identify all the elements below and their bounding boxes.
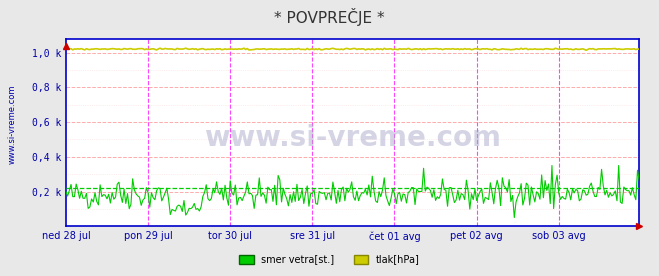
Text: * POVPREČJE *: * POVPREČJE * [274, 8, 385, 26]
Text: www.si-vreme.com: www.si-vreme.com [8, 84, 17, 164]
Text: www.si-vreme.com: www.si-vreme.com [204, 124, 501, 152]
Legend: smer vetra[st.], tlak[hPa]: smer vetra[st.], tlak[hPa] [235, 251, 424, 268]
